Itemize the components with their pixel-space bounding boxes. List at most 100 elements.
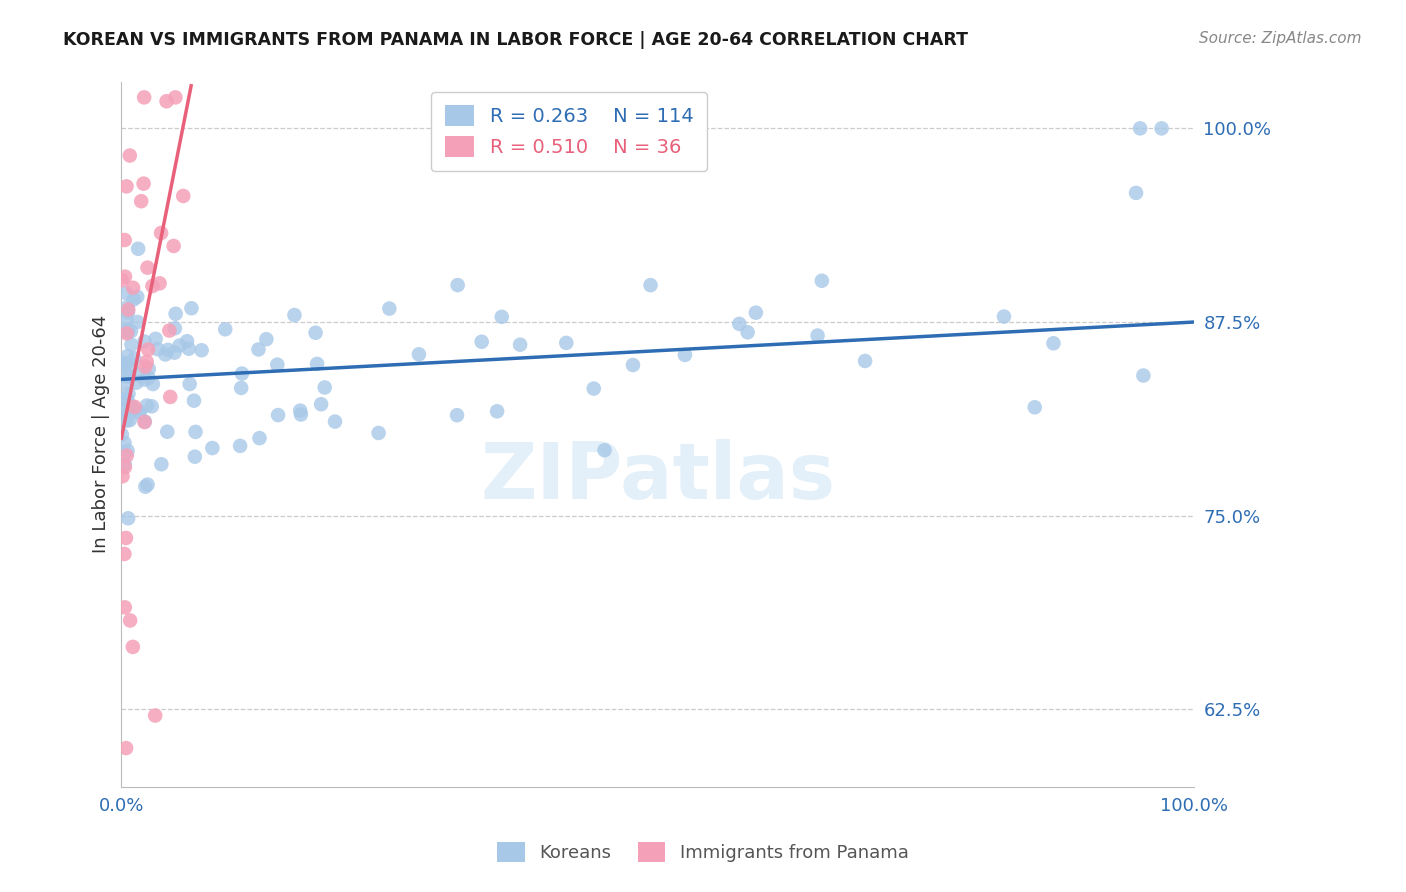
Point bbox=[121, 640, 143, 654]
Point bbox=[146, 342, 169, 356]
Point bbox=[231, 381, 253, 395]
Point bbox=[114, 269, 136, 284]
Point bbox=[120, 614, 142, 628]
Point bbox=[378, 301, 401, 316]
Point bbox=[112, 356, 135, 370]
Point bbox=[621, 358, 644, 372]
Point bbox=[117, 302, 139, 317]
Point bbox=[150, 457, 173, 471]
Legend: R = 0.263    N = 114, R = 0.510    N = 36: R = 0.263 N = 114, R = 0.510 N = 36 bbox=[432, 92, 707, 171]
Point bbox=[993, 310, 1015, 324]
Point bbox=[155, 347, 177, 361]
Point bbox=[247, 343, 270, 357]
Point bbox=[156, 343, 179, 357]
Point bbox=[134, 359, 156, 374]
Point bbox=[163, 345, 186, 359]
Point bbox=[1024, 401, 1046, 415]
Point bbox=[582, 382, 605, 396]
Point bbox=[121, 400, 143, 414]
Point bbox=[157, 324, 180, 338]
Point bbox=[176, 334, 198, 349]
Point bbox=[165, 90, 187, 104]
Point bbox=[115, 369, 138, 384]
Point bbox=[134, 90, 156, 104]
Point bbox=[129, 194, 152, 209]
Point bbox=[120, 324, 142, 338]
Point bbox=[114, 404, 136, 418]
Point bbox=[148, 277, 170, 291]
Point bbox=[121, 358, 143, 372]
Point bbox=[111, 273, 134, 287]
Point bbox=[180, 301, 202, 316]
Point bbox=[1125, 186, 1147, 200]
Point bbox=[1150, 121, 1173, 136]
Point bbox=[115, 449, 138, 463]
Point bbox=[806, 328, 828, 343]
Point bbox=[120, 337, 142, 351]
Point bbox=[266, 358, 288, 372]
Point bbox=[728, 317, 751, 331]
Point bbox=[134, 480, 156, 494]
Point bbox=[115, 326, 138, 341]
Point bbox=[1132, 368, 1154, 383]
Text: ZIPatlas: ZIPatlas bbox=[479, 439, 835, 515]
Point bbox=[163, 321, 186, 335]
Point bbox=[156, 425, 179, 439]
Point bbox=[115, 413, 138, 427]
Point bbox=[138, 371, 160, 385]
Point bbox=[1042, 336, 1064, 351]
Point bbox=[640, 278, 662, 293]
Point bbox=[128, 406, 150, 420]
Point bbox=[118, 148, 141, 162]
Point bbox=[143, 708, 166, 723]
Point bbox=[229, 439, 252, 453]
Point bbox=[117, 393, 139, 408]
Point bbox=[201, 441, 224, 455]
Point bbox=[177, 342, 200, 356]
Point bbox=[122, 293, 145, 307]
Point bbox=[124, 400, 146, 414]
Point bbox=[125, 376, 148, 390]
Point bbox=[307, 357, 329, 371]
Point bbox=[136, 343, 159, 357]
Point bbox=[114, 402, 136, 417]
Point bbox=[115, 376, 138, 391]
Point bbox=[115, 391, 138, 405]
Point bbox=[141, 400, 163, 414]
Point bbox=[593, 443, 616, 458]
Point bbox=[118, 413, 141, 427]
Point bbox=[136, 477, 159, 491]
Point bbox=[132, 177, 155, 191]
Point bbox=[811, 274, 834, 288]
Point bbox=[555, 335, 578, 350]
Point bbox=[491, 310, 513, 324]
Point bbox=[122, 351, 145, 366]
Point bbox=[155, 95, 177, 109]
Point bbox=[124, 402, 146, 417]
Point bbox=[249, 431, 271, 445]
Point bbox=[138, 362, 160, 376]
Point bbox=[446, 408, 468, 422]
Point bbox=[304, 326, 326, 340]
Point bbox=[117, 511, 139, 525]
Point bbox=[169, 338, 191, 352]
Point bbox=[184, 450, 207, 464]
Point bbox=[114, 435, 136, 450]
Text: KOREAN VS IMMIGRANTS FROM PANAMA IN LABOR FORCE | AGE 20-64 CORRELATION CHART: KOREAN VS IMMIGRANTS FROM PANAMA IN LABO… bbox=[63, 31, 969, 49]
Point bbox=[159, 390, 181, 404]
Point bbox=[114, 324, 136, 338]
Point bbox=[184, 425, 207, 439]
Point bbox=[134, 334, 156, 349]
Point bbox=[290, 408, 312, 422]
Point bbox=[165, 307, 187, 321]
Point bbox=[509, 337, 531, 351]
Point bbox=[115, 179, 138, 194]
Point bbox=[114, 233, 136, 247]
Point bbox=[117, 443, 139, 458]
Point bbox=[112, 547, 135, 561]
Point bbox=[115, 313, 138, 327]
Point bbox=[141, 279, 163, 293]
Point bbox=[114, 457, 136, 471]
Point bbox=[142, 377, 165, 392]
Point bbox=[183, 393, 205, 408]
